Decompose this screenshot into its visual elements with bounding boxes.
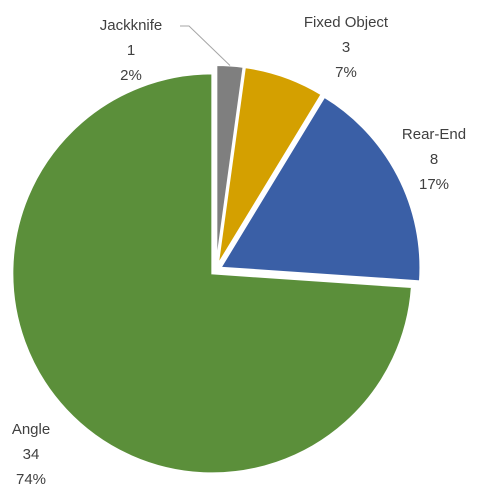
pie-slice-fixed-object [216, 66, 323, 266]
data-label-name-rear-end: Rear-End [402, 126, 466, 143]
pie-slice-rear-end [218, 95, 422, 283]
data-label-fixed-object: Fixed Object 3 7% [304, 14, 389, 81]
data-label-value-angle: 34 [23, 446, 40, 463]
data-label-value-rear-end: 8 [430, 151, 438, 168]
data-label-percent-angle: 74% [16, 471, 46, 485]
data-label-percent-jackknife: 2% [120, 67, 142, 84]
data-label-value-fixed-object: 3 [342, 39, 350, 56]
pie-slice-jackknife [215, 64, 245, 266]
data-label-jackknife: Jackknife 1 2% [100, 17, 163, 84]
data-label-percent-fixed-object: 7% [335, 64, 357, 81]
pie-slice-angle [11, 72, 413, 475]
leader-line-jackknife [180, 25, 231, 66]
data-label-angle: Angle 34 74% [12, 421, 50, 485]
data-label-name-fixed-object: Fixed Object [304, 14, 389, 31]
data-label-percent-rear-end: 17% [419, 176, 449, 193]
data-label-name-jackknife: Jackknife [100, 17, 163, 34]
data-label-name-angle: Angle [12, 421, 50, 438]
data-label-value-jackknife: 1 [127, 42, 135, 59]
data-label-rear-end: Rear-End 8 17% [402, 126, 466, 193]
